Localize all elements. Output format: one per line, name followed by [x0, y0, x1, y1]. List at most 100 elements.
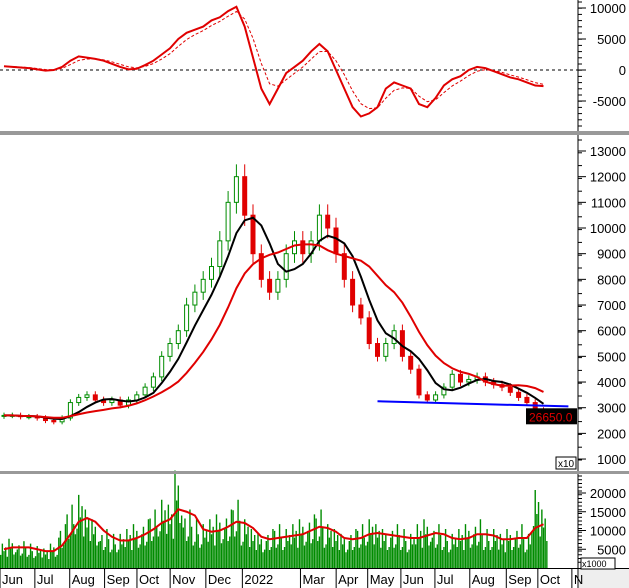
volume-bar [101, 535, 103, 568]
volume-bar [405, 541, 407, 568]
volume-bar [418, 537, 420, 568]
volume-bar [542, 527, 545, 568]
volume-bar [200, 544, 203, 568]
volume-bar [142, 526, 145, 568]
volume-bar [345, 552, 347, 568]
volume-bar [361, 524, 364, 568]
volume-bar [255, 550, 258, 568]
volume-bar [428, 545, 430, 568]
volume-bar [126, 529, 128, 568]
volume-bar [23, 541, 25, 568]
volume-bar [426, 526, 429, 568]
volume-bar [285, 529, 287, 568]
price-tick-label: 3000 [597, 401, 626, 416]
volume-bar [270, 547, 272, 568]
volume-bar [386, 550, 389, 568]
month-label: Mar [302, 572, 325, 587]
volume-bar [136, 530, 138, 568]
volume-bar [3, 551, 5, 568]
macd-tick-label: -5000 [593, 94, 626, 109]
month-label: 2022 [244, 572, 273, 587]
month-label: Oct [139, 572, 160, 587]
volume-bar [448, 552, 450, 568]
volume-bar [92, 534, 95, 568]
volume-bar [1, 543, 4, 568]
candle-body [283, 253, 289, 280]
candle-body [142, 386, 148, 396]
volume-bar [33, 557, 35, 568]
volume-bar [253, 535, 256, 568]
month-label: Sep [508, 572, 531, 587]
volume-bar [16, 549, 18, 568]
volume-bar [53, 547, 55, 568]
volume-bar [511, 550, 513, 568]
candle-body [441, 386, 447, 396]
volume-bar [73, 524, 75, 568]
volume-bar [341, 544, 344, 568]
macd-signal-line [3, 10, 544, 110]
volume-bar [137, 547, 140, 568]
volume-bar [242, 541, 244, 568]
volume-bar [298, 519, 301, 568]
volume-bar [419, 530, 422, 568]
volume-bar [459, 541, 462, 568]
volume-bar [139, 544, 141, 568]
macd-tick-label: 5000 [597, 32, 626, 47]
candle-body [250, 214, 256, 255]
volume-bar [454, 539, 457, 568]
month-label: N [574, 572, 583, 587]
candle-body [449, 373, 455, 388]
volume-bar [290, 544, 292, 568]
volume-bar [408, 549, 410, 568]
price-scale-label: x10 [558, 459, 575, 470]
volume-bar [506, 529, 508, 568]
volume-bar [8, 538, 10, 568]
volume-bar [310, 543, 312, 568]
candle-body [524, 396, 530, 404]
volume-bar [152, 536, 155, 568]
volume-bar [537, 502, 540, 568]
price-tick-label: 1000 [597, 452, 626, 467]
volume-bar [351, 550, 354, 568]
month-label: Sep [107, 572, 130, 587]
month-label: Oct [540, 572, 561, 587]
month-label: Jun [403, 572, 424, 587]
volume-bar [214, 545, 216, 568]
volume-bar [28, 554, 30, 568]
panel-divider [0, 471, 629, 474]
month-label: Jul [437, 572, 454, 587]
volume-bar [439, 535, 442, 568]
candle-body [408, 355, 414, 370]
volume-tick-label: 5000 [597, 542, 626, 557]
candle-body [516, 391, 522, 398]
volume-bar [24, 547, 27, 568]
price-tick-label: 11000 [591, 195, 626, 210]
volume-bar [398, 535, 400, 568]
volume-bar [303, 545, 306, 568]
volume-bar [81, 506, 83, 568]
candle-body [316, 214, 322, 242]
candle-body [333, 227, 339, 255]
volume-bar [167, 504, 170, 568]
volume-bar [434, 547, 437, 568]
volume-bar [9, 547, 12, 568]
volume-bar [250, 529, 253, 568]
volume-bar [363, 537, 365, 568]
volume-bar [479, 519, 482, 568]
volume-bar [293, 537, 296, 568]
volume-tick-label: 10000 [590, 524, 626, 539]
volume-bar [94, 526, 97, 568]
volume-bar [166, 533, 168, 568]
price-tick-label: 7000 [597, 298, 626, 313]
month-label: Aug [72, 572, 95, 587]
volume-bar [78, 494, 80, 568]
scale-box [555, 456, 577, 470]
volume-bar [174, 470, 176, 568]
volume-bar [132, 524, 135, 568]
volume-bar [38, 552, 40, 568]
volume-bar [501, 544, 503, 568]
volume-bar [385, 535, 387, 568]
volume-bar [224, 527, 226, 568]
volume-bar [149, 518, 151, 568]
volume-bar [353, 547, 355, 568]
